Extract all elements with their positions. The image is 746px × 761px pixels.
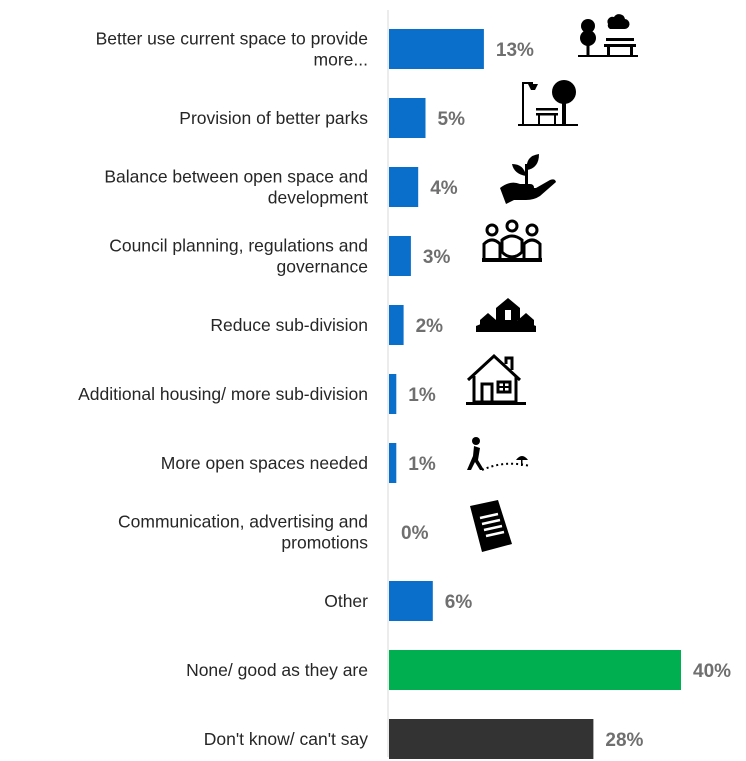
value-label: 0%: [401, 523, 429, 544]
bar: [389, 29, 484, 69]
value-label: 1%: [408, 385, 436, 406]
bar: [389, 443, 397, 483]
value-label: 13%: [496, 40, 534, 61]
brochure-icon: [470, 500, 512, 552]
value-labels: 13% 5% 4% 3% 2% 1% 1% 0% 6% 40% 28%: [401, 40, 731, 751]
bar: [389, 581, 433, 621]
park-bench-trees-icon: [578, 14, 638, 57]
value-label: 4%: [430, 178, 458, 199]
value-label: 28%: [605, 730, 643, 751]
bar: [389, 305, 404, 345]
category-label: Balance between open space and developmen…: [104, 167, 368, 208]
bar: [389, 374, 397, 414]
person-walking-icon: [467, 437, 531, 471]
bar: [389, 167, 419, 207]
category-label: Council planning, regulations and governa…: [109, 236, 368, 277]
value-label: 6%: [445, 592, 473, 613]
category-label: Communication, advertising and promotions: [118, 512, 368, 553]
category-label: None/ good as they are: [186, 660, 368, 680]
category-label: Other: [324, 591, 368, 611]
value-label: 2%: [416, 316, 444, 337]
category-label: Reduce sub-division: [210, 315, 368, 335]
bar: [389, 650, 681, 690]
houses-hill-icon: [476, 298, 536, 332]
icons: [466, 14, 638, 552]
category-label: Better use current space to provide more.…: [96, 29, 368, 70]
value-label: 40%: [693, 661, 731, 682]
category-label: Provision of better parks: [179, 108, 368, 128]
street-lamp-bench-icon: [518, 80, 578, 126]
bars: [389, 29, 681, 759]
value-label: 5%: [438, 109, 466, 130]
category-labels: Better use current space to provide more.…: [78, 29, 368, 750]
category-label: Additional housing/ more sub-division: [78, 384, 368, 404]
category-label: More open spaces needed: [161, 453, 368, 473]
bar: [389, 719, 594, 759]
bar: [389, 98, 426, 138]
hand-plant-icon: [500, 154, 556, 204]
value-label: 3%: [423, 247, 451, 268]
value-label: 1%: [408, 454, 436, 475]
house-icon: [466, 353, 526, 405]
council-people-icon: [482, 219, 542, 262]
category-label: Don't know/ can't say: [204, 729, 369, 749]
bar: [389, 236, 411, 276]
